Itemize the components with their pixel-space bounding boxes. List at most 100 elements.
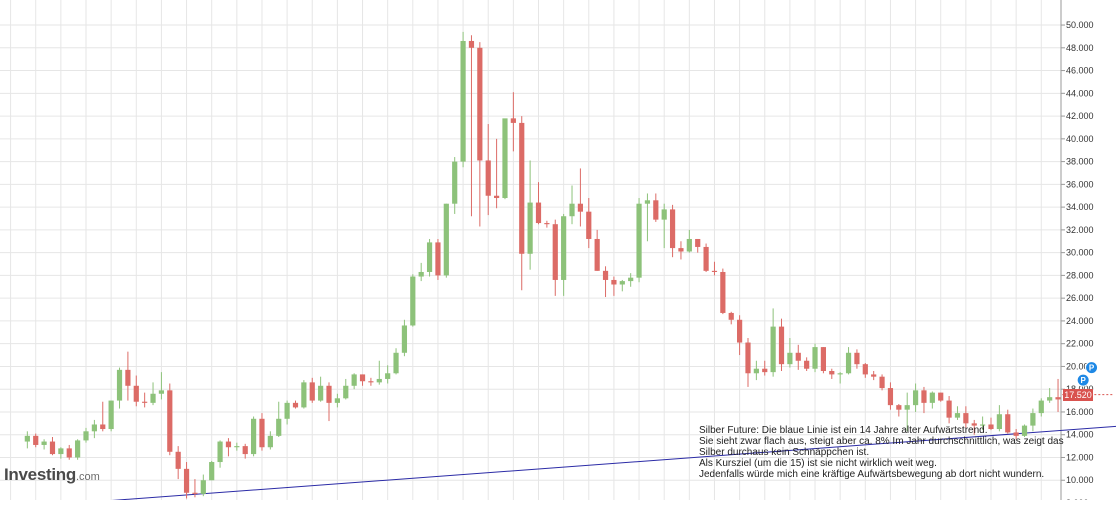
candle-body: [217, 441, 223, 463]
candle-body: [485, 160, 491, 196]
y-tick-label: 40.000: [1066, 134, 1094, 144]
candle-body: [477, 47, 483, 161]
candle-body: [946, 400, 952, 418]
candle-body: [267, 435, 273, 448]
candle-body: [762, 368, 768, 373]
candle-body: [577, 203, 583, 212]
chart-annotation: Silber Future: Die blaue Linie ist ein 1…: [699, 425, 1089, 480]
candle-body: [1047, 397, 1053, 401]
y-tick-label: 26.000: [1066, 293, 1094, 303]
candle-body: [401, 325, 408, 353]
candle-body: [661, 209, 667, 220]
candle-body: [980, 424, 986, 426]
candle-body: [49, 441, 56, 455]
candle-body: [234, 446, 240, 448]
candle-body: [418, 271, 424, 277]
candle-body: [678, 248, 684, 252]
annotation-line: Silber durchaus kein Schnäppchen ist.: [699, 447, 870, 458]
y-tick-label: 48.000: [1066, 43, 1094, 53]
candle-body: [318, 385, 324, 401]
candle-body: [845, 352, 852, 374]
investing-logo: Investing.com: [4, 465, 100, 489]
candle-body: [1030, 413, 1036, 426]
candle-body: [83, 431, 89, 441]
candle-body: [183, 468, 190, 493]
candle-body: [921, 390, 927, 403]
candle-body: [561, 216, 567, 280]
y-tick-label: 20.000: [1066, 361, 1094, 371]
candle-body: [669, 209, 676, 249]
candle-body: [284, 402, 290, 419]
annotation-line: Sie sieht zwar flach aus, steigt aber ca…: [699, 436, 1064, 447]
candle-body: [376, 378, 382, 383]
candle-body: [728, 312, 734, 320]
candle-body: [393, 352, 399, 374]
candle-body: [309, 382, 315, 401]
candle-body: [912, 390, 919, 406]
candle-body: [535, 202, 542, 224]
candle-body: [158, 390, 165, 394]
y-tick-label: 14.000: [1066, 430, 1094, 440]
candle-body: [812, 347, 818, 369]
event-marker: [1085, 361, 1099, 375]
candle-body: [58, 448, 64, 455]
candle-body: [653, 200, 659, 220]
candle-body: [326, 385, 332, 403]
y-tick-label: 22.000: [1066, 339, 1094, 349]
y-tick-label: 38.000: [1066, 157, 1094, 167]
candle-body: [829, 370, 835, 375]
candle-body: [954, 413, 961, 418]
candle-body: [292, 402, 299, 408]
candle-body: [250, 418, 257, 455]
candle-body: [971, 423, 977, 426]
candle-body: [720, 271, 726, 313]
y-tick-label: 34.000: [1066, 202, 1094, 212]
candle-body: [175, 451, 181, 469]
logo-suffix: .com: [75, 471, 100, 483]
candle-body: [142, 401, 148, 403]
candle-body: [385, 373, 391, 379]
y-tick-label: 50.000: [1066, 20, 1094, 30]
candle-body: [351, 374, 357, 386]
logo-brand: Investing: [4, 465, 76, 484]
candle-body: [695, 238, 701, 247]
y-tick-label: 10.000: [1066, 475, 1094, 485]
candle-body: [527, 202, 533, 254]
candle-body: [904, 405, 910, 410]
candle-body: [628, 277, 634, 282]
candle-body: [871, 374, 877, 377]
candle-body: [854, 352, 860, 365]
candle-body: [938, 392, 944, 401]
candle-body: [301, 382, 307, 408]
candle-body: [711, 270, 718, 272]
y-tick-label: 42.000: [1066, 111, 1094, 121]
candle-body: [209, 462, 215, 481]
candle-body: [837, 373, 843, 375]
last-price-tag: 17.520: [1063, 388, 1093, 401]
trendline: [77, 425, 1116, 504]
candle-body: [435, 242, 441, 276]
candle-body: [33, 435, 39, 445]
candle-body: [770, 326, 776, 373]
candle-body: [426, 242, 433, 272]
candle-body: [636, 203, 642, 278]
candle-body: [686, 238, 692, 252]
candle-body: [737, 319, 743, 343]
annotation-line: Jedenfalls würde mich eine kräftige Aufw…: [699, 469, 1045, 480]
candle-body: [133, 385, 139, 402]
candle-body: [108, 400, 114, 430]
y-tick-label: 32.000: [1066, 225, 1094, 235]
candle-body: [200, 480, 206, 494]
candle-body: [334, 398, 340, 403]
candle-body: [996, 414, 1002, 430]
annotation-line: Silber Future: Die blaue Linie ist ein 1…: [699, 425, 988, 436]
candle-body: [276, 418, 282, 436]
candle-body: [66, 448, 72, 458]
candle-body: [862, 364, 868, 375]
candle-body: [125, 369, 131, 386]
candle-body: [460, 40, 466, 162]
candle-body: [502, 118, 508, 199]
candle-body: [91, 424, 97, 432]
